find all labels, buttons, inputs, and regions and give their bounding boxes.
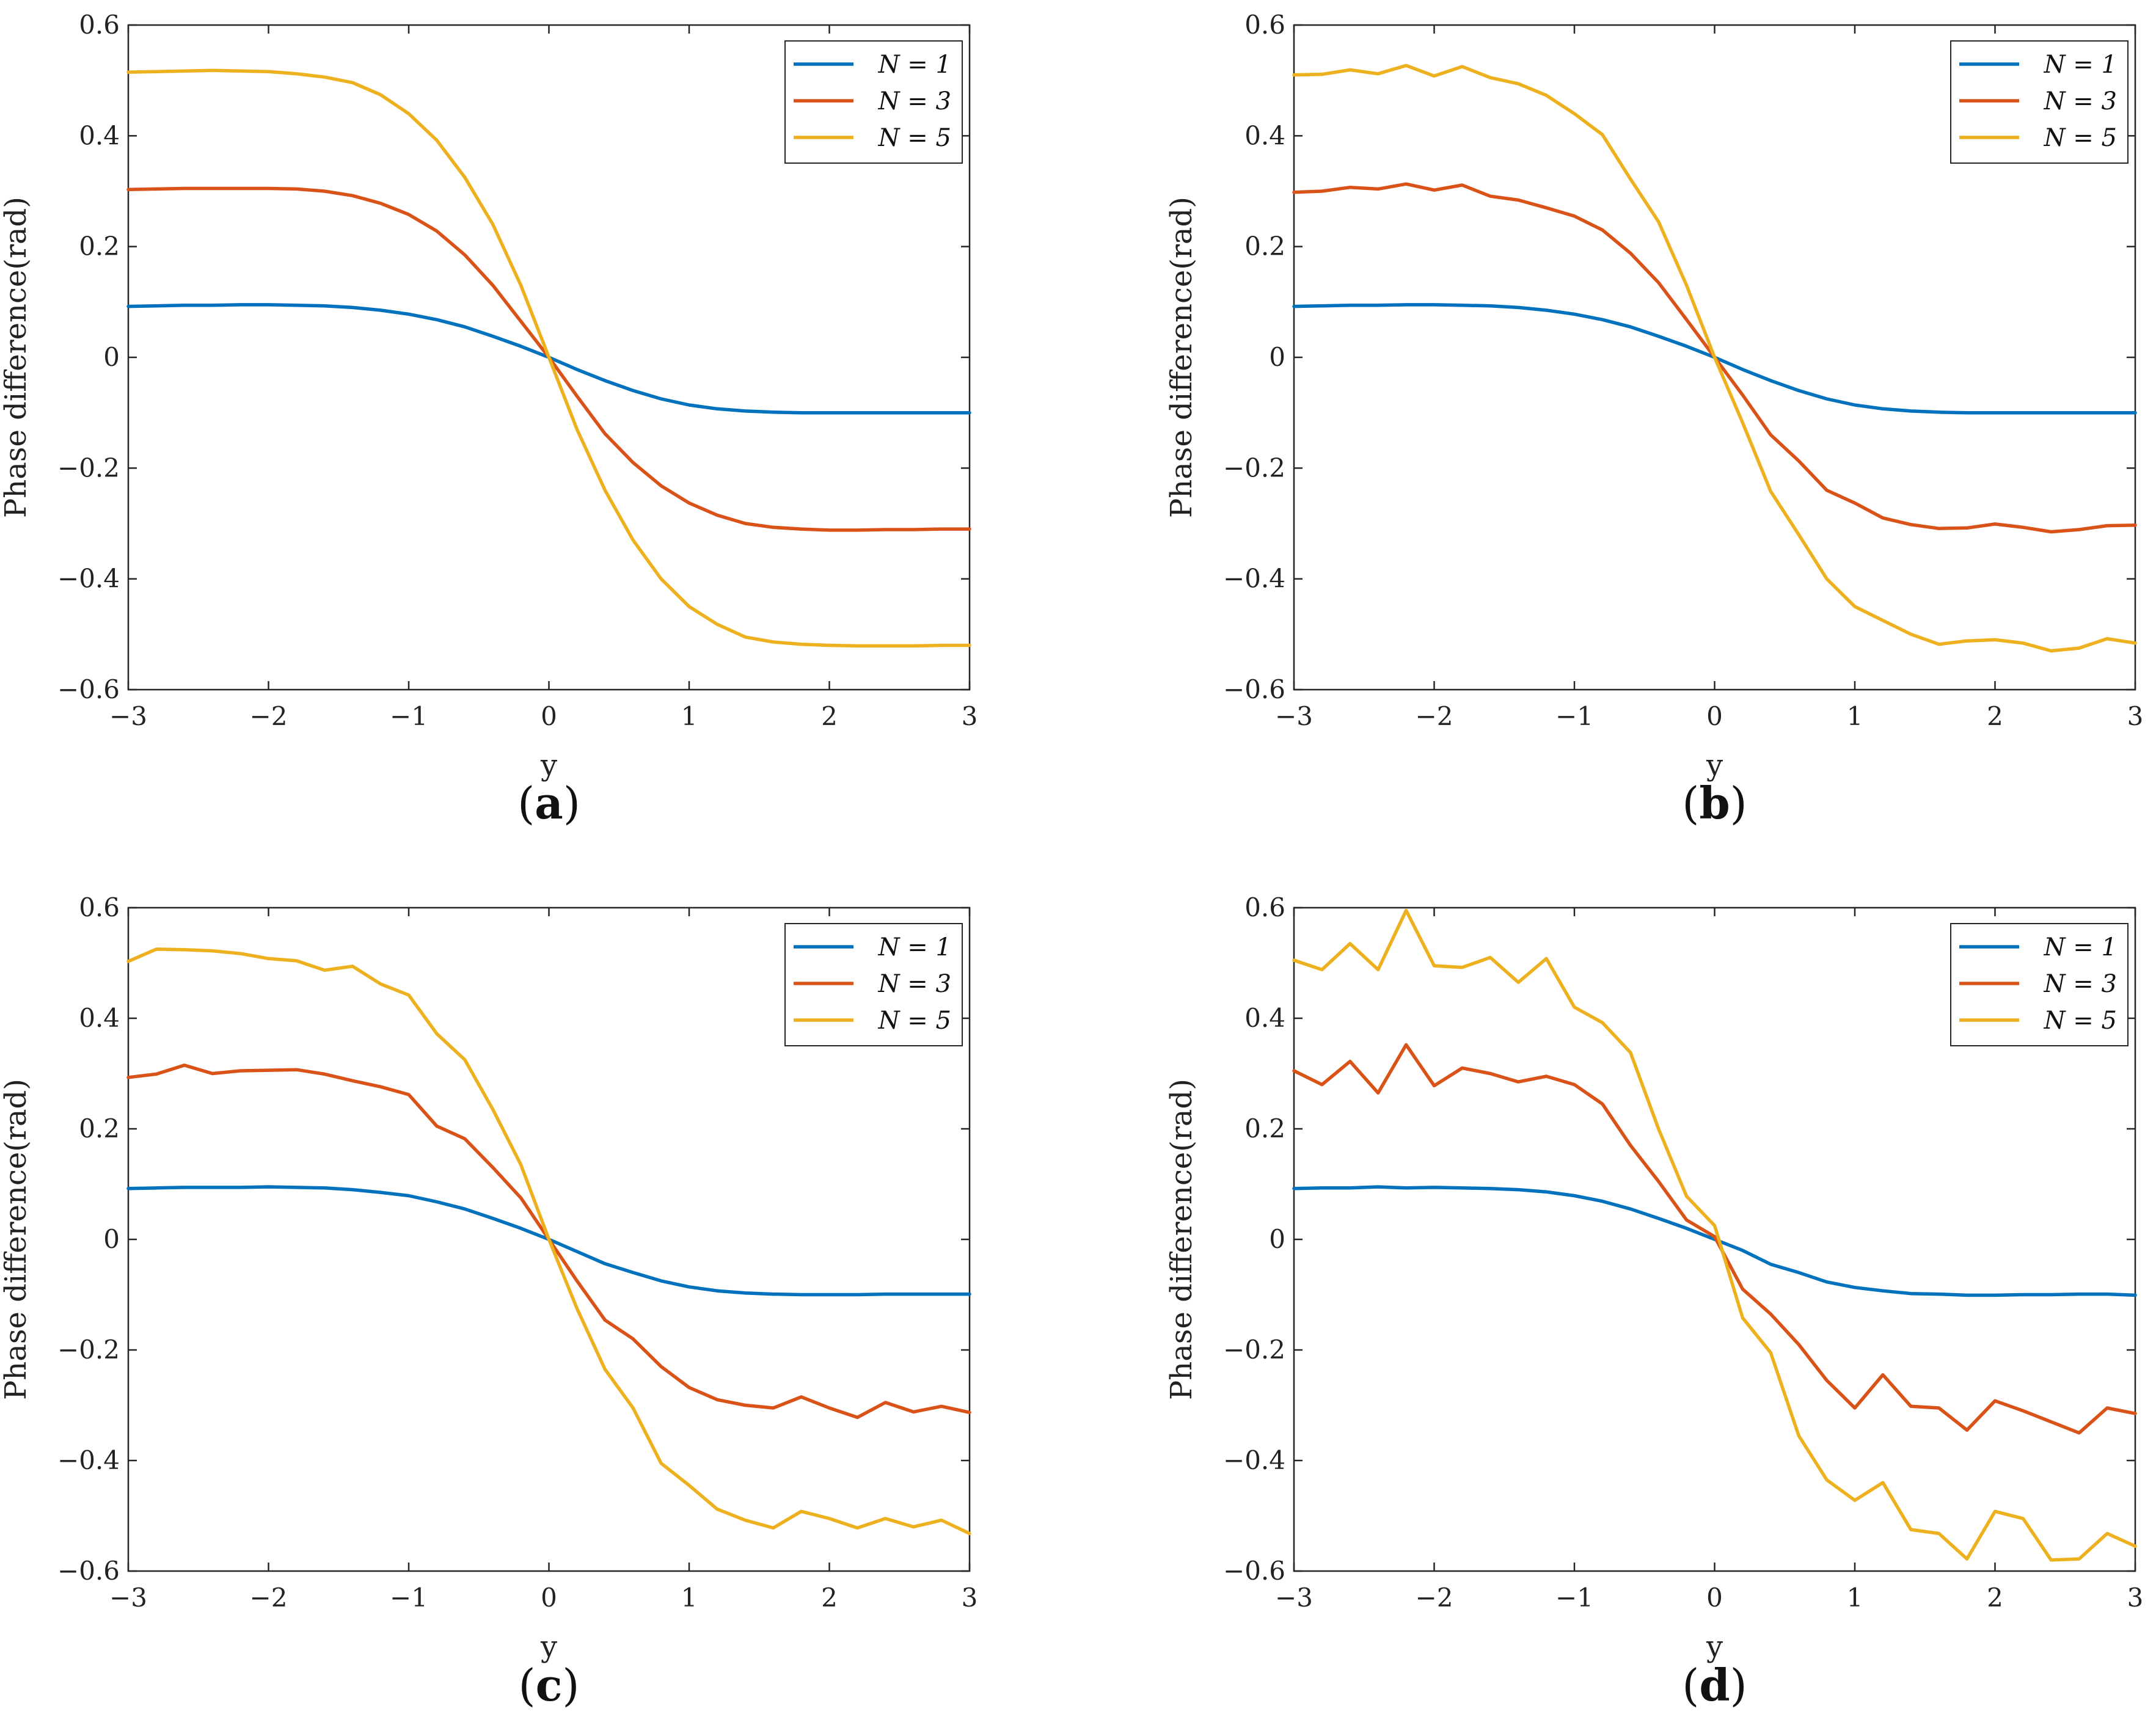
legend-entry: N = 5 (878, 1007, 951, 1035)
y-tick-label: 0.4 (79, 1003, 120, 1033)
y-tick-label: −0.2 (57, 1335, 120, 1365)
y-tick-label: 0 (1269, 342, 1285, 372)
y-tick-label: −0.2 (57, 453, 120, 483)
y-tick-label: 0.6 (1244, 10, 1285, 40)
legend-entry: N = 1 (878, 51, 951, 79)
y-tick-label: −0.6 (57, 1556, 120, 1586)
x-tick-label: −2 (250, 701, 288, 731)
y-axis-title: Phase difference(rad) (0, 1079, 33, 1400)
x-axis-title: y (1706, 748, 1723, 782)
x-tick-label: −2 (250, 1583, 288, 1613)
legend-entry: N = 5 (878, 124, 951, 152)
y-tick-label: 0 (103, 342, 120, 372)
y-tick-label: 0.2 (1244, 232, 1285, 261)
legend: N = 1 N = 3 N = 5 (1950, 923, 2129, 1046)
y-tick-label: −0.6 (1223, 674, 1285, 704)
x-tick-label: 0 (1706, 701, 1723, 731)
y-tick-label: 0 (103, 1224, 120, 1254)
x-tick-label: −2 (1416, 701, 1453, 731)
x-tick-label: 1 (1847, 701, 1863, 731)
panel-label: (a) (517, 777, 580, 829)
x-tick-label: 1 (1847, 1583, 1863, 1613)
x-tick-label: −2 (1416, 1583, 1453, 1613)
y-tick-label: 0.2 (79, 232, 120, 261)
x-tick-label: 1 (681, 1583, 698, 1613)
panel-label: (b) (1682, 777, 1747, 829)
legend-entry: N = 1 (878, 933, 951, 961)
x-tick-label: 0 (541, 701, 557, 731)
y-axis-title: Phase difference(rad) (1164, 1079, 1199, 1400)
y-tick-label: 0.6 (1244, 892, 1285, 922)
y-tick-label: 0.4 (1244, 1003, 1285, 1033)
y-tick-label: −0.6 (57, 674, 120, 704)
x-tick-label: 0 (1706, 1583, 1723, 1613)
series-line-n1 (1292, 1185, 2137, 1297)
x-tick-label: −1 (1555, 701, 1593, 731)
legend-entry: N = 1 (2044, 933, 2117, 961)
legend: N = 1 N = 3 N = 5 (1950, 40, 2129, 164)
x-tick-label: −1 (1555, 1583, 1593, 1613)
y-axis-title: Phase difference(rad) (0, 197, 33, 518)
chart-panel-d: −3 −2 −1 0 1 2 3 0.6 0.4 0.2 0 −0.2 −0.4 −0.6 y Phase d… (1164, 892, 2143, 1711)
chart-panel-c: −3 −2 −1 0 1 2 3 0.6 0.4 0.2 0 −0.2 −0.4 −0.6 y Phase d… (0, 892, 978, 1711)
legend-entry: N = 3 (878, 87, 951, 115)
y-tick-label: 0.4 (79, 120, 120, 150)
x-tick-label: −3 (1275, 701, 1313, 731)
series-line-n5 (1292, 908, 2137, 1562)
chart-panel-b: −3 −2 −1 0 1 2 3 0.6 0.4 0.2 0 −0.2 −0.4 −0.6 y Phase d… (1164, 10, 2143, 829)
legend-entry: N = 3 (878, 970, 951, 998)
series-line-n3 (1292, 1043, 2137, 1435)
x-tick-label: 0 (541, 1583, 557, 1613)
y-tick-label: 0.6 (79, 892, 120, 922)
x-tick-label: 2 (1987, 701, 2003, 731)
legend-entry: N = 5 (2044, 124, 2117, 152)
x-tick-label: 2 (821, 701, 838, 731)
legend-box (784, 40, 963, 164)
x-tick-label: −1 (390, 701, 428, 731)
x-tick-label: 2 (821, 1583, 838, 1613)
series-line-n5 (1292, 64, 2137, 653)
panel-label: (d) (1682, 1659, 1747, 1711)
y-tick-label: 0.2 (1244, 1114, 1285, 1143)
y-tick-label: −0.4 (57, 564, 120, 594)
x-tick-label: 1 (681, 701, 698, 731)
y-tick-label: −0.6 (1223, 1556, 1285, 1586)
x-tick-label: −3 (1275, 1583, 1313, 1613)
x-axis-title: y (1706, 1630, 1723, 1664)
legend: N = 1 N = 3 N = 5 (784, 923, 963, 1046)
legend-entry: N = 3 (2044, 87, 2117, 115)
x-axis-title: y (540, 1630, 557, 1664)
y-tick-label: 0.4 (1244, 120, 1285, 150)
x-tick-label: −3 (109, 1583, 147, 1613)
y-tick-label: −0.2 (1223, 453, 1285, 483)
y-tick-label: −0.4 (57, 1445, 120, 1475)
y-tick-label: −0.2 (1223, 1335, 1285, 1365)
x-tick-label: 3 (962, 1583, 978, 1613)
legend-entry: N = 3 (2044, 970, 2117, 998)
x-axis-title: y (540, 748, 557, 782)
x-tick-label: −3 (109, 701, 147, 731)
y-axis-title: Phase difference(rad) (1164, 197, 1199, 518)
y-tick-label: 0.2 (79, 1114, 120, 1143)
x-tick-label: 3 (962, 701, 978, 731)
x-tick-label: 2 (1987, 1583, 2003, 1613)
chart-panel-a: −3 −2 −1 0 1 2 3 0.6 0.4 0.2 0 −0.2 −0.4 −0.6 y Phase d… (0, 10, 978, 829)
y-tick-label: −0.4 (1223, 564, 1285, 594)
x-tick-label: −1 (390, 1583, 428, 1613)
y-tick-label: −0.4 (1223, 1445, 1285, 1475)
series-line-n5 (126, 68, 971, 648)
y-tick-label: 0.6 (79, 10, 120, 40)
y-tick-label: 0 (1269, 1224, 1285, 1254)
series-line-n5 (126, 947, 971, 1536)
legend: N = 1 N = 3 N = 5 (784, 40, 963, 164)
legend-entry: N = 5 (2044, 1007, 2117, 1035)
panel-label: (c) (518, 1659, 579, 1711)
x-tick-label: 3 (2127, 701, 2144, 731)
legend-entry: N = 1 (2044, 51, 2117, 79)
x-tick-label: 3 (2127, 1583, 2144, 1613)
